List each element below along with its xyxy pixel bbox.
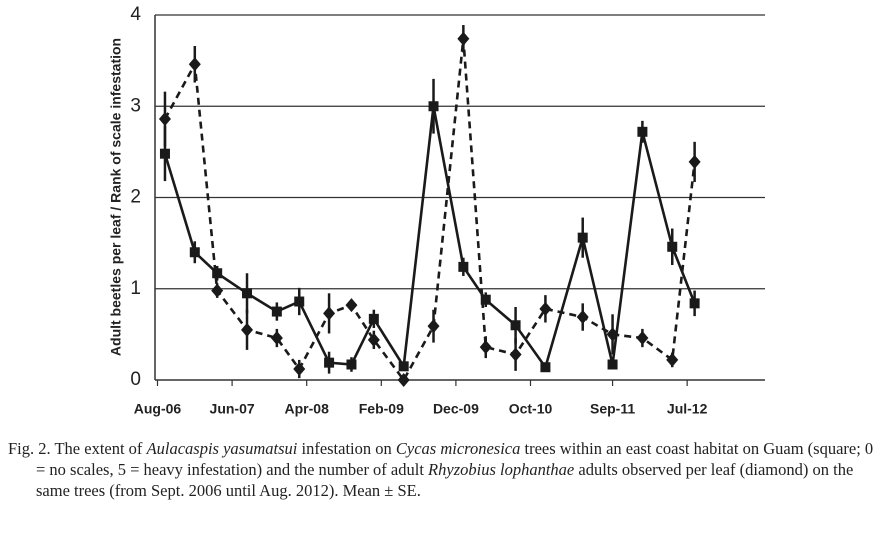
square-marker <box>667 241 678 252</box>
diamond-marker <box>539 301 552 316</box>
square-marker <box>242 288 253 299</box>
diamond-marker <box>293 362 306 377</box>
diamond-marker <box>323 306 336 321</box>
diamond-marker <box>427 319 440 334</box>
diamond-marker <box>188 57 201 72</box>
diamond-marker <box>576 310 589 325</box>
diamond-marker <box>367 332 380 347</box>
square-marker <box>458 261 469 272</box>
y-tick-label: 3 <box>130 95 141 116</box>
y-tick-label: 0 <box>130 369 141 390</box>
square-marker <box>510 320 521 331</box>
caption-text: adults observed per leaf (diamond) on th… <box>36 460 854 500</box>
caption-text: infestation on <box>297 439 396 458</box>
diamond-marker <box>457 31 470 46</box>
caption-text: Aulacaspis yasumatsui <box>146 439 298 458</box>
x-tick-label: Aug-06 <box>134 401 182 417</box>
diamond-marker <box>688 154 701 169</box>
square-marker <box>294 296 305 307</box>
y-axis-label: Adult beetles per leaf / Rank of scale i… <box>108 38 124 356</box>
x-tick-label: Apr-08 <box>285 401 330 417</box>
diamond-marker <box>345 298 358 313</box>
square-marker <box>637 126 648 137</box>
square-marker <box>428 101 439 112</box>
square-marker <box>689 298 700 309</box>
diamond-marker <box>158 112 171 127</box>
x-tick-label: Oct-10 <box>509 401 553 417</box>
square-marker <box>189 247 200 258</box>
diamond-marker <box>270 331 283 346</box>
square-marker <box>577 232 588 243</box>
square-marker <box>324 357 335 368</box>
x-tick-label: Jul-12 <box>667 401 708 417</box>
square-marker <box>159 148 170 159</box>
square-marker <box>607 359 618 370</box>
diamond-marker <box>479 340 492 355</box>
diamond-marker <box>666 352 679 367</box>
x-tick-label: Sep-11 <box>590 401 635 417</box>
series-line <box>163 38 696 383</box>
y-tick-label: 1 <box>130 278 141 299</box>
square-marker <box>398 361 409 372</box>
caption-text: Fig. 2. The extent of <box>8 439 147 458</box>
caption-text: trees within an east coast habitat on Gu… <box>36 439 874 479</box>
caption-text: Cycas micronesica <box>395 439 521 458</box>
square-marker <box>368 313 379 324</box>
square-marker <box>540 362 551 373</box>
x-tick-label: Jun-07 <box>210 401 255 417</box>
square-marker <box>212 268 223 279</box>
diamond-marker <box>211 283 224 298</box>
diamond-marker <box>241 322 254 337</box>
caption-text: Rhyzobius lophanthae <box>428 460 575 479</box>
diamond-marker <box>509 347 522 362</box>
x-tick-label: Feb-09 <box>359 401 404 417</box>
diamond-marker <box>636 331 649 346</box>
y-tick-label: 2 <box>130 187 141 208</box>
caption: Fig. 2. The extent of Aulacaspis yasumat… <box>8 438 876 501</box>
square-marker <box>480 294 491 305</box>
y-tick-label: 4 <box>130 4 141 25</box>
square-marker <box>346 359 357 370</box>
x-tick-label: Dec-09 <box>433 401 479 417</box>
diamond-marker <box>606 327 619 342</box>
chart: Adult beetles per leaf / Rank of scale i… <box>108 4 765 417</box>
diamond-marker <box>397 373 410 387</box>
square-marker <box>271 306 282 317</box>
